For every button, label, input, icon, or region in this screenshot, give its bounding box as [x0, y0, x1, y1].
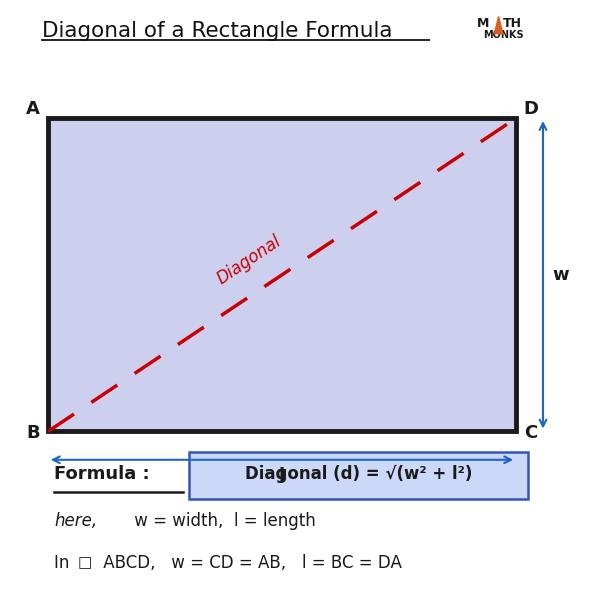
Text: w: w	[553, 266, 569, 284]
Text: Diagonal (d) = √(w² + l²): Diagonal (d) = √(w² + l²)	[245, 465, 472, 483]
Text: here,: here,	[54, 512, 97, 530]
Bar	[48, 118, 516, 431]
Text: D: D	[523, 100, 539, 118]
Text: l: l	[279, 467, 285, 485]
Text: B: B	[26, 424, 40, 441]
Text: A: A	[26, 100, 40, 118]
Text: Diagonal: Diagonal	[214, 232, 284, 288]
Text: ABCD,   w = CD = AB,   l = BC = DA: ABCD, w = CD = AB, l = BC = DA	[98, 554, 401, 571]
Text: M: M	[477, 17, 490, 30]
Text: In: In	[54, 554, 74, 571]
Bar	[189, 452, 528, 499]
Text: C: C	[524, 424, 538, 441]
Text: Diagonal of a Rectangle Formula: Diagonal of a Rectangle Formula	[42, 21, 392, 41]
Text: TH: TH	[503, 17, 522, 30]
Text: w = width,  l = length: w = width, l = length	[129, 512, 316, 530]
Text: □: □	[78, 555, 92, 570]
Text: Formula :: Formula :	[54, 465, 149, 483]
Polygon shape	[494, 17, 503, 34]
Text: MONKS: MONKS	[484, 30, 524, 40]
